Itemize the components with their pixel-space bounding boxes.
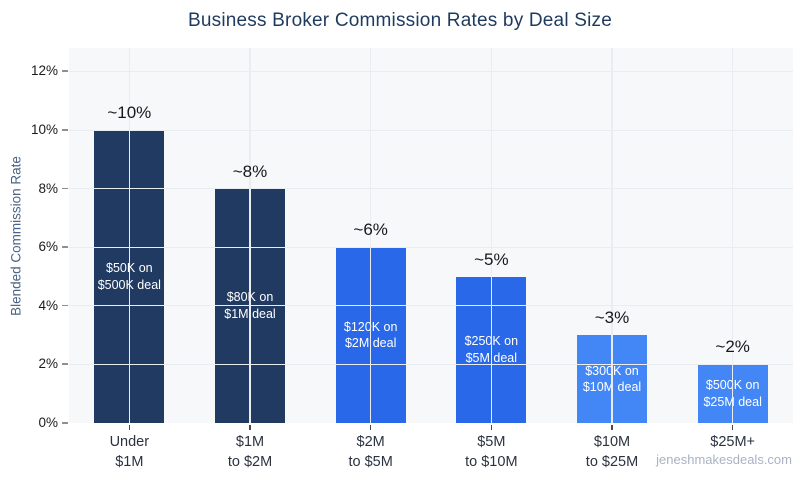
x-tick-mark	[249, 425, 251, 430]
y-tick-label: 8%	[38, 180, 58, 196]
y-tick-label: 4%	[38, 297, 58, 313]
bar-value-label: ~8%	[232, 161, 268, 181]
x-gridline	[128, 48, 131, 423]
x-category-label: $2M to $5M	[348, 434, 393, 471]
y-tick-mark	[62, 187, 68, 190]
x-tick-mark	[611, 425, 613, 430]
y-gridline	[69, 246, 793, 248]
chart-title: Business Broker Commission Rates by Deal…	[188, 10, 612, 31]
x-tick-mark	[490, 425, 493, 430]
x-category-label: $25M+	[710, 434, 756, 450]
y-gridline	[69, 363, 793, 365]
y-tick-mark	[62, 304, 68, 307]
x-tick-mark	[731, 425, 734, 430]
x-gridline	[249, 48, 251, 423]
bar-value-label: ~6%	[353, 220, 388, 240]
y-tick-mark	[62, 422, 68, 424]
bar-value-label: ~5%	[474, 249, 509, 269]
x-category-label: $1M to $2M	[227, 434, 273, 471]
x-gridline	[611, 48, 613, 423]
x-tick-mark	[128, 425, 131, 430]
y-tick-label: 6%	[38, 239, 58, 255]
bar-value-label: ~2%	[715, 337, 750, 357]
x-category-label: $10M to $25M	[585, 434, 639, 471]
bar-inner-label: $50K on $500K deal	[97, 261, 161, 292]
plot-area	[69, 48, 793, 423]
y-tick-mark	[62, 363, 68, 365]
x-gridline	[731, 48, 734, 423]
bar-value-label: ~10%	[107, 103, 152, 123]
y-tick-label: 10%	[30, 122, 58, 138]
x-gridline	[490, 48, 493, 423]
x-category-label: $5M to $10M	[465, 434, 518, 471]
y-tick-label: 2%	[38, 356, 58, 372]
y-gridline	[69, 305, 793, 307]
y-gridline	[69, 129, 793, 131]
bar-value-label: ~3%	[594, 308, 630, 328]
bar-inner-label: $80K on $1M deal	[224, 290, 276, 321]
x-gridline	[369, 48, 372, 423]
x-category-label: Under $1M	[109, 434, 150, 471]
watermark: jeneshmakesdeals.com	[656, 452, 792, 467]
y-tick-mark	[62, 129, 68, 131]
y-gridline	[69, 188, 793, 190]
y-tick-label: 0%	[38, 415, 58, 430]
y-tick-mark	[62, 70, 68, 72]
y-tick-label: 12%	[30, 63, 58, 79]
x-tick-mark	[369, 425, 372, 430]
y-gridline	[69, 70, 793, 72]
y-tick-mark	[62, 246, 68, 248]
